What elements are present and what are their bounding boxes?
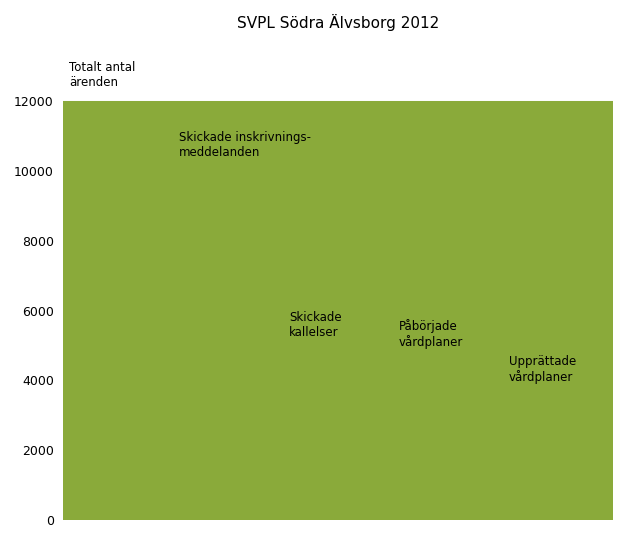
- Text: Påbörjade
vårdplaner: Påbörjade vårdplaner: [399, 319, 463, 349]
- Title: SVPL Södra Älvsborg 2012: SVPL Södra Älvsborg 2012: [237, 14, 440, 31]
- Text: Upprättade
vårdplaner: Upprättade vårdplaner: [508, 355, 576, 384]
- Bar: [283, 346, 613, 520]
- Text: Skickade inskrivnings-
meddelanden: Skickade inskrivnings- meddelanden: [179, 131, 311, 159]
- Text: Totalt antal
ärenden: Totalt antal ärenden: [69, 61, 135, 89]
- Bar: [63, 101, 613, 520]
- Text: Skickade
kallelser: Skickade kallelser: [289, 311, 342, 339]
- Bar: [503, 391, 613, 520]
- Bar: [393, 356, 613, 520]
- Bar: [174, 171, 613, 520]
